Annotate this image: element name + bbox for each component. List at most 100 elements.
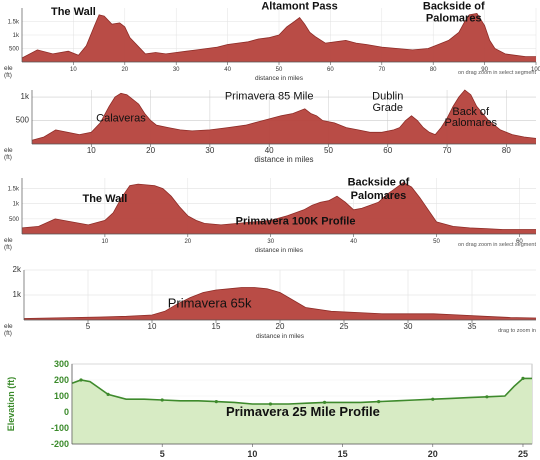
x-tick-label-3: 20 (276, 322, 285, 331)
elevation-point-10 (214, 400, 218, 404)
x-axis-label: distance in miles (254, 155, 313, 164)
elevation-point-22 (431, 397, 435, 401)
y-axis-label: Elevation (ft) (6, 377, 16, 432)
x-tick-label-7: 80 (430, 67, 437, 73)
profile-annotation-1: Primavera 85 Mile (225, 90, 314, 102)
profile-annotation-3: Palomares (426, 13, 482, 25)
x-tick-label-0: 10 (102, 239, 109, 245)
profile-annotation-4: Back of (452, 106, 490, 118)
zoom-hint-text: on drag zoom in select segment (458, 70, 536, 76)
y-tick-label-1: 2k (13, 265, 22, 274)
x-axis-label: distance in miles (255, 75, 304, 82)
elevation-chart-4: 1k 2k 5 10 15 20 25 30 35 ele(ft) distance in mile… (4, 265, 537, 340)
y-tick-label-5: -200 (51, 439, 69, 449)
y-tick-label-0: 300 (54, 359, 69, 369)
y-tick-label-0: 500 (9, 47, 20, 53)
elevation-point-28 (521, 376, 525, 380)
elevation-point-16 (322, 400, 327, 404)
profile-annotation-5: Palomares (444, 117, 497, 129)
profile-annotation-3: Grade (372, 102, 403, 114)
x-tick-label-5: 60 (327, 67, 334, 73)
x-tick-label-4: 25 (340, 322, 349, 331)
zoom-hint-text: on drag zoom in select segment (458, 242, 536, 248)
x-tick-label-2: 30 (205, 146, 214, 155)
x-tick-label-8: 90 (481, 67, 488, 73)
y-axis-label-0: ele (4, 323, 13, 330)
y-tick-label-1: 1k (21, 92, 30, 101)
y-axis-label-0: ele (4, 65, 13, 72)
elevation-point-1 (79, 378, 83, 382)
profile-annotation-0: The Wall (82, 193, 127, 205)
elevation-point-19 (377, 400, 381, 404)
x-tick-label-4: 25 (518, 449, 528, 459)
elevation-line-0 (71, 377, 532, 405)
x-axis-label: distance in miles (256, 333, 305, 340)
y-tick-label-3: 0 (64, 407, 69, 417)
profile-annotation-0: Primavera 65k (168, 296, 252, 311)
x-tick-label-5: 60 (383, 146, 392, 155)
profile-annotation-2: Backside of (423, 0, 485, 12)
x-tick-label-6: 35 (468, 322, 477, 331)
elevation-chart-2: 500 1k 10 20 30 40 50 60 70 80 ele(ft) distance in … (4, 89, 537, 164)
elevation-line-0 (21, 12, 536, 59)
y-axis-label-0: ele (4, 147, 13, 154)
x-tick-label-2: 15 (212, 322, 221, 331)
elevation-point-13 (268, 402, 273, 406)
elevation-area-0 (32, 90, 536, 144)
x-tick-label-3: 40 (224, 67, 231, 73)
elevation-area-0 (22, 182, 536, 234)
profile-annotation-0: Calaveras (96, 112, 146, 124)
x-tick-label-1: 20 (121, 67, 128, 73)
x-tick-label-7: 80 (502, 146, 511, 155)
elevation-area-0 (22, 13, 536, 62)
y-axis-label-1: (ft) (4, 72, 12, 79)
profile-annotation-3: Palomares (351, 190, 407, 202)
profile-annotation-0: Primavera 25 Mile Profile (226, 404, 380, 419)
x-tick-label-0: 5 (86, 322, 91, 331)
y-axis-label-1: (ft) (4, 154, 12, 161)
elevation-line-0 (23, 287, 537, 319)
y-tick-label-2: 100 (54, 391, 69, 401)
profile-annotation-2: Backside of (348, 177, 410, 189)
x-tick-label-0: 5 (160, 449, 165, 459)
x-tick-label-0: 10 (70, 67, 77, 73)
x-tick-label-2: 30 (267, 239, 274, 245)
x-tick-label-9: 100 (531, 67, 540, 73)
y-axis-label-0: ele (4, 237, 13, 244)
x-tick-label-0: 10 (87, 146, 96, 155)
x-tick-label-5: 60 (516, 239, 523, 245)
x-tick-label-2: 30 (173, 67, 180, 73)
x-tick-label-4: 50 (324, 146, 333, 155)
x-tick-label-1: 20 (184, 239, 191, 245)
profile-annotation-1: Altamont Pass (261, 0, 337, 12)
x-tick-label-1: 10 (148, 322, 157, 331)
y-tick-label-2: 1.5k (8, 20, 20, 26)
y-tick-label-1: 1k (13, 33, 20, 39)
elevation-line-0 (21, 182, 536, 230)
x-tick-label-6: 70 (443, 146, 452, 155)
x-tick-label-4: 50 (276, 67, 283, 73)
elevation-area-0 (72, 378, 532, 444)
elevation-point-4 (106, 392, 110, 396)
profile-annotation-0: The Wall (51, 6, 96, 18)
elevation-chart-1: 500 1k 1.5k 10 20 30 40 50 60 70 80 90 100 ele(ft) dis… (4, 0, 540, 82)
y-tick-label-0: 500 (9, 217, 20, 223)
elevation-chart-3: 500 1k 1.5k 10 20 30 40 50 60 ele(ft) distance in … (4, 177, 536, 254)
elevation-point-25 (485, 395, 489, 399)
y-tick-label-1: 1k (13, 202, 20, 208)
x-tick-label-2: 15 (338, 449, 348, 459)
y-axis-label-1: (ft) (4, 330, 12, 337)
y-tick-label-2: 1.5k (8, 187, 20, 193)
y-axis-label-1: (ft) (4, 244, 12, 251)
y-tick-label-4: -100 (51, 423, 69, 433)
x-tick-label-6: 70 (378, 67, 385, 73)
elevation-area-0 (24, 287, 536, 320)
x-tick-label-5: 30 (404, 322, 413, 331)
x-axis-label: distance in miles (255, 247, 304, 254)
y-tick-label-0: 500 (16, 116, 30, 125)
elevation-chart-5: 300 200 100 0 -100 -200 5 10 15 20 25 Elevation (ft… (6, 359, 533, 459)
y-tick-label-1: 200 (54, 375, 69, 385)
x-tick-label-4: 50 (433, 239, 440, 245)
x-tick-label-3: 40 (350, 239, 357, 245)
